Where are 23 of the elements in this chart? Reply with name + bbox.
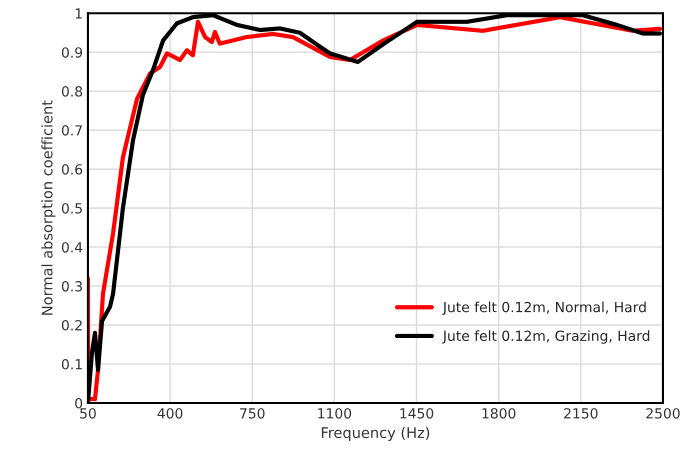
legend-label: Jute felt 0.12m, Grazing, Hard (442, 330, 650, 344)
legend-label: Jute felt 0.12m, Normal, Hard (442, 302, 646, 315)
y-tick-label: 0 (75, 398, 82, 408)
x-tick-label: 750 (240, 408, 265, 419)
y-tick-label: 0.8 (62, 86, 82, 97)
y-tick-label: 0.9 (62, 47, 82, 58)
x-tick-label: 2500 (646, 408, 680, 419)
x-tick-label: 400 (158, 408, 182, 419)
y-tick-label: 0.6 (62, 164, 82, 175)
y-tick-label: 1 (76, 8, 82, 19)
y-axis-title: Normal absorption coefficient (41, 100, 56, 315)
x-tick-label: 1450 (400, 408, 434, 419)
x-axis-title: Frequency (Hz) (322, 426, 430, 441)
y-tick-label: 0.5 (62, 203, 82, 214)
x-tick-label: 1800 (482, 408, 516, 419)
x-tick-label: 1100 (318, 408, 352, 419)
y-tick-label: 0.4 (62, 242, 82, 253)
y-tick-label: 0.3 (62, 281, 82, 292)
y-tick-label: 0.2 (62, 320, 82, 331)
x-tick-label: 50 (80, 408, 96, 419)
x-tick-label: 2150 (564, 408, 598, 419)
y-tick-label: 0.1 (62, 358, 82, 370)
y-tick-label: 0.7 (62, 125, 82, 136)
